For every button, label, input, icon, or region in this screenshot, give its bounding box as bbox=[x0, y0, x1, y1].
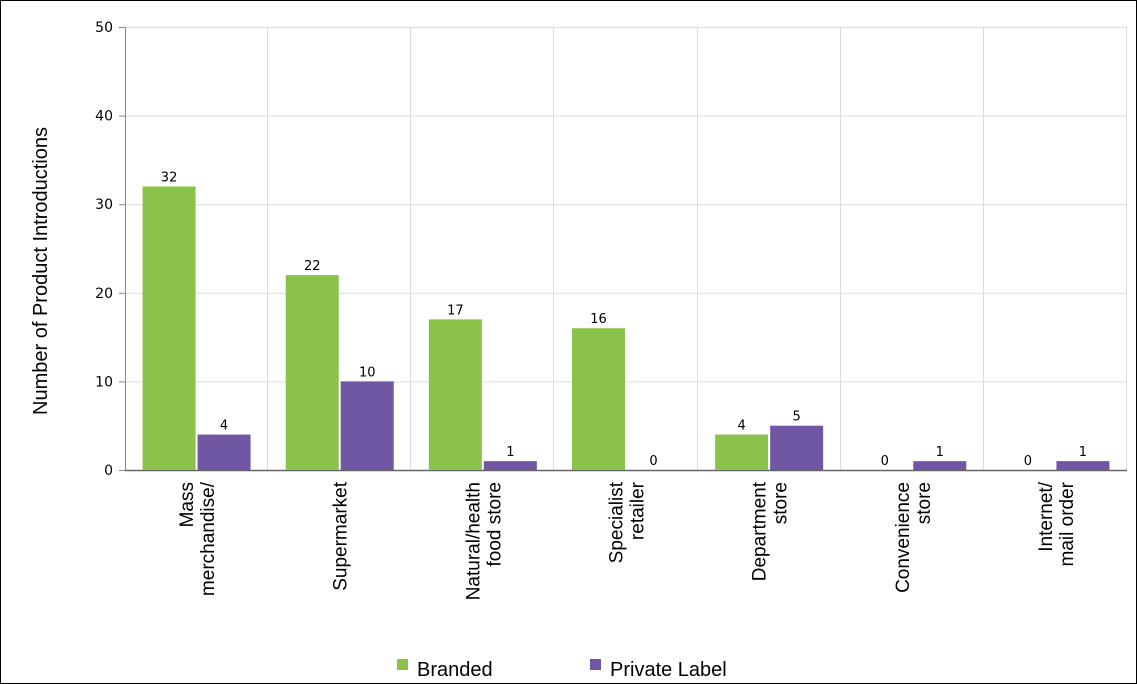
category-label-line-0-0: Mass bbox=[177, 482, 198, 527]
y-tick-label-0: 0 bbox=[104, 463, 113, 479]
category-label-line-3-1: retailer bbox=[628, 481, 649, 540]
category-label-line-5-0: Convenience bbox=[893, 482, 914, 593]
category-label-line-4-1: store bbox=[771, 482, 792, 524]
value-label-5-0: 0 bbox=[881, 454, 889, 469]
category-label-line-5-1: store bbox=[914, 482, 935, 524]
legend: Branded Private Label bbox=[397, 659, 727, 681]
y-tick-label-5: 50 bbox=[95, 20, 113, 36]
value-label-1-0: 22 bbox=[304, 259, 321, 274]
value-label-3-1: 0 bbox=[649, 454, 657, 469]
y-tick-label-1: 10 bbox=[95, 374, 113, 390]
bar-1-0 bbox=[285, 275, 339, 470]
bar-2-1 bbox=[483, 461, 537, 470]
legend-swatch-0 bbox=[397, 659, 408, 670]
grid-lines bbox=[125, 27, 1127, 471]
bar-3-0 bbox=[572, 328, 625, 470]
category-label-5: Convenience store bbox=[893, 482, 935, 593]
y-axis-label: Number of Product Introductions bbox=[30, 127, 52, 415]
bars bbox=[142, 186, 1110, 471]
legend-label-1: Private Label bbox=[610, 659, 727, 681]
value-label-3-0: 16 bbox=[590, 312, 607, 327]
value-label-4-1: 5 bbox=[793, 410, 801, 425]
value-label-4-0: 4 bbox=[738, 419, 746, 434]
value-label-5-1: 1 bbox=[936, 445, 944, 460]
value-label-0-1: 4 bbox=[220, 419, 228, 434]
category-labels: Mass merchandise/Supermarket Natural/healt… bbox=[177, 481, 1078, 600]
bar-1-1 bbox=[340, 381, 394, 470]
legend-label-0: Branded bbox=[417, 659, 493, 681]
category-label-4: Department store bbox=[750, 481, 792, 581]
y-tick-label-2: 20 bbox=[95, 286, 113, 302]
y-axis-ticks: 0 10 20 30 40 50 bbox=[95, 20, 125, 479]
bar-0-1 bbox=[197, 434, 251, 470]
category-label-line-2-0: Natural/health bbox=[463, 482, 484, 600]
bar-4-1 bbox=[770, 425, 824, 470]
category-label-line-2-1: food store bbox=[484, 482, 505, 567]
value-label-6-0: 0 bbox=[1024, 454, 1032, 469]
bar-2-0 bbox=[428, 319, 482, 470]
bar-6-1 bbox=[1056, 461, 1110, 470]
value-label-1-1: 10 bbox=[359, 365, 376, 380]
category-label-2: Natural/health food store bbox=[463, 482, 505, 600]
category-label-line-6-1: mail order bbox=[1057, 481, 1078, 566]
category-label-0: Mass merchandise/ bbox=[177, 481, 219, 596]
category-label-3: Specialist retailer bbox=[607, 481, 649, 563]
category-label-line-6-0: Internet/ bbox=[1036, 481, 1057, 551]
category-label-line-1-0: Supermarket bbox=[331, 481, 352, 590]
value-label-2-1: 1 bbox=[506, 445, 514, 460]
y-tick-label-3: 30 bbox=[95, 197, 113, 213]
y-tick-label-4: 40 bbox=[95, 109, 113, 125]
value-label-6-1: 1 bbox=[1079, 445, 1087, 460]
axes bbox=[125, 27, 1127, 472]
value-label-0-0: 32 bbox=[161, 170, 178, 185]
bar-4-0 bbox=[715, 434, 769, 470]
legend-swatch-1 bbox=[590, 659, 601, 670]
category-label-6: Internet/mail order bbox=[1036, 481, 1078, 566]
category-label-line-0-1: merchandise/ bbox=[198, 481, 219, 596]
value-label-2-0: 17 bbox=[447, 303, 464, 318]
bar-5-1 bbox=[913, 461, 967, 470]
bar-0-0 bbox=[142, 186, 196, 471]
category-label-line-4-0: Department bbox=[750, 481, 771, 581]
category-label-line-3-0: Specialist bbox=[607, 481, 628, 563]
category-label-1: Supermarket bbox=[331, 481, 352, 590]
